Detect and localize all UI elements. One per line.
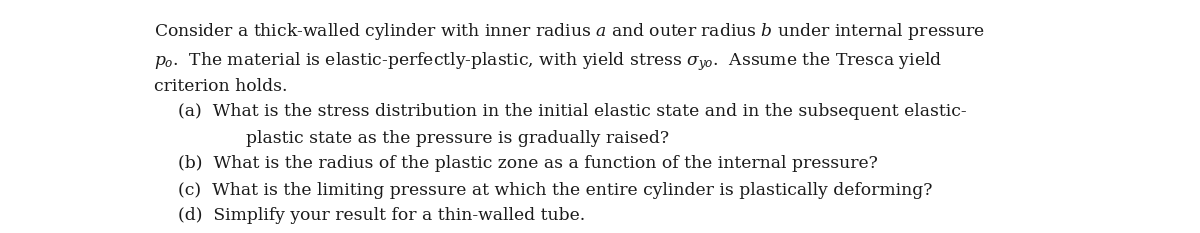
Text: $p_o$.  The material is elastic-perfectly-plastic, with yield stress $\sigma_{yo: $p_o$. The material is elastic-perfectly… — [154, 50, 942, 73]
Text: (b)  What is the radius of the plastic zone as a function of the internal pressu: (b) What is the radius of the plastic zo… — [178, 154, 877, 171]
Text: plastic state as the pressure is gradually raised?: plastic state as the pressure is gradual… — [246, 130, 670, 147]
Text: (d)  Simplify your result for a thin-walled tube.: (d) Simplify your result for a thin-wall… — [178, 207, 584, 224]
Text: (a)  What is the stress distribution in the initial elastic state and in the sub: (a) What is the stress distribution in t… — [178, 103, 966, 120]
Text: criterion holds.: criterion holds. — [154, 79, 287, 96]
Text: (c)  What is the limiting pressure at which the entire cylinder is plastically d: (c) What is the limiting pressure at whi… — [178, 182, 932, 199]
Text: Consider a thick-walled cylinder with inner radius $a$ and outer radius $b$ unde: Consider a thick-walled cylinder with in… — [154, 21, 985, 42]
